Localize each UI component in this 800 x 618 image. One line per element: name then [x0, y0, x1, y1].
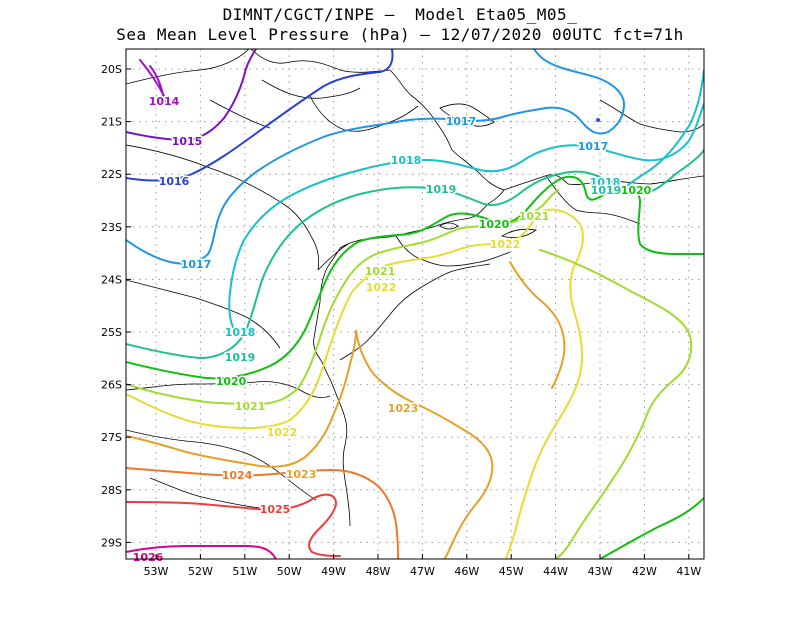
lat-tick-label: 20S [101, 63, 122, 76]
contour-label-1019: 1019 [225, 351, 256, 364]
lon-tick-label: 43W [588, 565, 613, 578]
lon-tick-label: 44W [543, 565, 568, 578]
contour-label-1020: 1020 [621, 184, 652, 197]
state-border [309, 95, 419, 132]
lon-tick-label: 51W [232, 565, 257, 578]
state-border [126, 49, 250, 85]
isobar-1015 [126, 49, 257, 142]
contour-label-1021: 1021 [235, 400, 266, 413]
lon-tick-label: 52W [188, 565, 213, 578]
contour-label-1025: 1025 [260, 503, 291, 516]
contour-label-1021: 1021 [519, 210, 550, 223]
contour-label-1022: 1022 [366, 281, 397, 294]
lon-tick-label: 53W [144, 565, 169, 578]
contour-label-1026: 1026 [133, 551, 164, 564]
state-border [149, 477, 261, 509]
coast [339, 263, 491, 361]
isobar-1019 [126, 149, 704, 360]
isobar-1014 [139, 59, 168, 106]
state-border [250, 49, 391, 73]
contour-label-1015: 1015 [172, 135, 203, 148]
coast [545, 175, 641, 225]
lat-tick-label: 26S [101, 379, 122, 392]
contour-label-1017: 1017 [181, 258, 212, 271]
contour-label-1023: 1023 [388, 402, 419, 415]
isobar-1023 [126, 329, 494, 559]
isobar-1020 [126, 175, 704, 380]
isobar-1018-tail [619, 69, 704, 191]
isobar-1026 [126, 545, 277, 559]
lon-tick-label: 41W [676, 565, 701, 578]
isobar-1018-right [643, 103, 704, 162]
lat-tick-label: 27S [101, 431, 122, 444]
isobar-1016 [126, 49, 394, 182]
coast [395, 235, 511, 267]
state-border [261, 79, 361, 99]
lat-tick-label: 23S [101, 221, 122, 234]
lon-tick-label: 42W [632, 565, 657, 578]
lat-tick-label: 21S [101, 116, 122, 129]
axis-ticks: 53W 52W 51W 50W 49W 48W 47W 46W 45W 44W 43W 42W 41W 2… [101, 63, 701, 578]
lon-tick-label: 46W [454, 565, 479, 578]
island [596, 118, 600, 122]
lon-tick-label: 49W [321, 565, 346, 578]
contour-label-1019: 1019 [426, 183, 457, 196]
contour-label-1017: 1017 [578, 140, 609, 153]
lon-tick-label: 45W [499, 565, 524, 578]
contour-label-1017: 1017 [446, 115, 477, 128]
contour-label-1019: 1019 [591, 184, 622, 197]
isobar-outer-1020 [599, 497, 704, 559]
island [501, 228, 537, 238]
plot-frame [125, 48, 705, 560]
lat-tick-label: 29S [101, 536, 122, 549]
contour-label-1020: 1020 [479, 218, 510, 231]
isobar-1022 [126, 208, 584, 559]
contour-label-1018: 1018 [590, 176, 621, 189]
state-border [126, 144, 320, 271]
lon-tick-label: 50W [277, 565, 302, 578]
lat-tick-label: 28S [101, 484, 122, 497]
island [439, 222, 459, 230]
contour-label-1022: 1022 [267, 426, 298, 439]
chart-subtitle: Sea Mean Level Pressure (hPa) – 12/07/20… [116, 25, 684, 44]
chart-title: DIMNT/CGCT/INPE – Model Eta05_M05_ [222, 5, 578, 24]
contour-label-1021: 1021 [365, 265, 396, 278]
state-border [126, 381, 331, 398]
contour-label-1024: 1024 [222, 469, 253, 482]
state-border [126, 279, 281, 349]
isobar-outer-1021 [539, 249, 693, 559]
contour-label-1020: 1020 [216, 375, 247, 388]
isobar-1025 [126, 493, 341, 557]
isobar-1017-right [505, 49, 626, 135]
contour-label-1018: 1018 [391, 154, 422, 167]
state-border [317, 243, 349, 271]
contour-label-1018: 1018 [225, 326, 256, 339]
lat-tick-label: 24S [101, 273, 122, 286]
contour-labels: 1014101510161017101710171018101810181019… [131, 94, 653, 566]
isobar-1023-right [509, 261, 566, 389]
contour-label-1023: 1023 [286, 468, 317, 481]
lon-tick-label: 48W [366, 565, 391, 578]
state-border [389, 69, 505, 191]
coastline-and-borders [126, 49, 704, 527]
coast [503, 174, 704, 191]
contour-label-1016: 1016 [159, 175, 190, 188]
isobar-1018-left [228, 144, 645, 334]
contour-label-1014: 1014 [149, 95, 180, 108]
isobar-1024 [126, 467, 399, 559]
isobar-1021 [126, 189, 559, 406]
lat-tick-label: 22S [101, 168, 122, 181]
isobar-1017-left [126, 115, 507, 265]
coast [313, 247, 351, 527]
contour-label-1022: 1022 [490, 238, 521, 251]
state-border [126, 429, 317, 501]
isobars [126, 49, 704, 559]
lat-tick-label: 25S [101, 326, 122, 339]
lon-tick-label: 47W [410, 565, 435, 578]
